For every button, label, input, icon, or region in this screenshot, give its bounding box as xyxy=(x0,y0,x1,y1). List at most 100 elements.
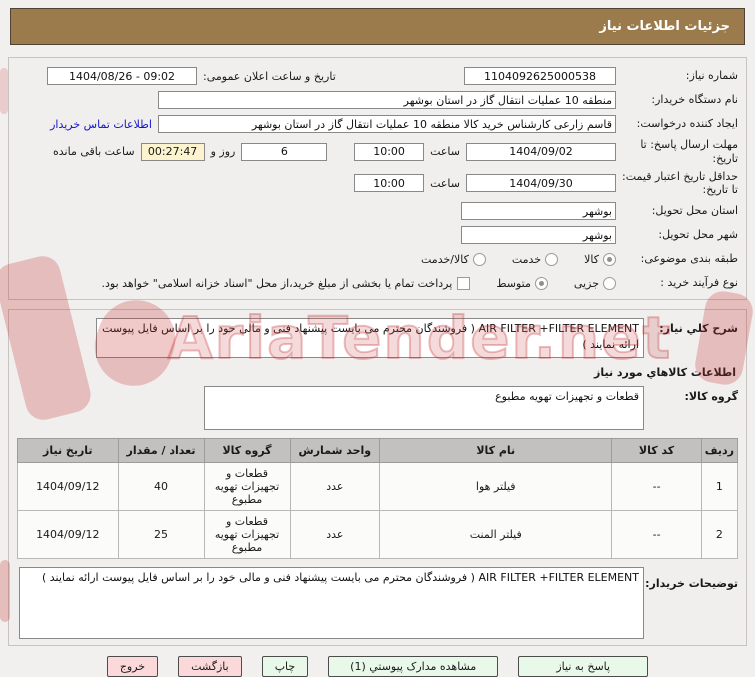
creator-label: ایجاد کننده درخواست: xyxy=(636,117,738,131)
validity-hour-label: ساعت xyxy=(430,176,460,190)
price-validity-row: حداقل تاریخ اعتبار قیمت: تا تاریخ: ساعت xyxy=(17,170,738,198)
days-remaining-input[interactable] xyxy=(241,142,328,161)
radio-goods-selected-icon[interactable] xyxy=(603,252,616,266)
goods-table: ردیف کد کالا نام کالا واحد شمارش گروه کا… xyxy=(17,438,739,559)
buyer-org-input[interactable] xyxy=(158,91,616,109)
buyer-org-label: نام دستگاه خریدار: xyxy=(651,93,738,107)
need-info-panel: شماره نیاز: تاریخ و ساعت اعلان عمومی: نا… xyxy=(8,57,747,300)
view-attached-docs-button[interactable]: مشاهده مدارک پیوستي (1) xyxy=(328,656,499,677)
buyer-notes-label: توضیحات خریدار: xyxy=(645,577,738,590)
radio-medium-selected-icon[interactable] xyxy=(534,276,548,290)
province-label: استان محل تحویل: xyxy=(651,204,738,218)
radio-service-icon[interactable] xyxy=(545,252,559,266)
need-number-row: شماره نیاز: تاریخ و ساعت اعلان عمومی: xyxy=(17,66,738,86)
respond-to-need-button[interactable]: پاسخ به نیاز xyxy=(518,656,649,677)
col-item-group: گروه کالا xyxy=(203,438,291,463)
validity-label: حداقل تاریخ اعتبار قیمت: تا تاریخ: xyxy=(622,169,738,197)
col-item-name: نام کالا xyxy=(379,438,613,463)
buyer-contact-link[interactable]: اطلاعات تماس خریدار xyxy=(50,117,152,131)
print-button[interactable]: چاپ xyxy=(261,656,309,677)
table-row[interactable]: 1 -- فیلتر هوا عدد قطعات و تجهیزات تهویه… xyxy=(17,462,739,511)
radio-goods-service-icon[interactable] xyxy=(472,252,486,266)
treasury-checkbox-option[interactable]: پرداخت تمام یا بخشی از مبلغ خرید،از محل … xyxy=(101,276,471,290)
col-unit: واحد شمارش xyxy=(289,438,381,463)
buyer-notes-textarea[interactable]: AIR FILTER +FILTER ELEMENT ( فروشندگان م… xyxy=(19,567,644,639)
process-option-minor-label: جزیی xyxy=(573,276,599,290)
province-row: استان محل تحویل: xyxy=(17,201,738,221)
buyer-org-row: نام دستگاه خریدار: xyxy=(17,90,738,110)
cell-unit: عدد xyxy=(289,510,381,559)
cell-item-group: قطعات و تجهیزات تهویه مطبوع xyxy=(203,462,291,511)
cell-item-group: قطعات و تجهیزات تهویه مطبوع xyxy=(203,510,291,559)
class-option-goods-label: کالا xyxy=(584,252,599,266)
goods-group-label: گروه کالا: xyxy=(684,390,738,403)
process-option-medium[interactable]: متوسط xyxy=(496,276,548,290)
page-title-bar: جزئیات اطلاعات نیاز xyxy=(10,8,745,45)
goods-table-header-row: ردیف کد کالا نام کالا واحد شمارش گروه کا… xyxy=(17,438,739,463)
class-option-goods[interactable]: کالا xyxy=(584,252,616,266)
creator-input[interactable] xyxy=(158,115,616,133)
cell-row-number: 1 xyxy=(700,462,739,511)
deadline-hour-label: ساعت xyxy=(430,145,460,159)
announce-datetime-input[interactable] xyxy=(47,67,197,85)
cell-quantity: 40 xyxy=(117,462,205,511)
need-number-input[interactable] xyxy=(464,67,616,85)
deadline-date-input[interactable] xyxy=(466,142,616,161)
cell-item-name: فیلتر هوا xyxy=(379,462,613,511)
goods-info-heading: اطلاعات کالاهاي مورد نیاز xyxy=(594,366,736,379)
province-input[interactable] xyxy=(461,202,616,220)
table-row[interactable]: 2 -- فیلتر المنت عدد قطعات و تجهیزات تهو… xyxy=(17,510,739,559)
class-option-service[interactable]: خدمت xyxy=(511,252,559,266)
col-item-code: کد کالا xyxy=(611,438,702,463)
cell-item-name: فیلتر المنت xyxy=(379,510,613,559)
action-buttons-row: پاسخ به نیاز مشاهده مدارک پیوستي (1) چاپ… xyxy=(0,656,755,677)
need-desc-row: شرح کلي نیاز: AIR FILTER +FILTER ELEMENT… xyxy=(17,318,738,358)
cell-row-number: 2 xyxy=(700,510,739,559)
buyer-notes-row: توضیحات خریدار: AIR FILTER +FILTER ELEME… xyxy=(17,567,738,639)
need-desc-textarea[interactable]: AIR FILTER +FILTER ELEMENT ( فروشندگان م… xyxy=(96,318,644,358)
city-input[interactable] xyxy=(461,226,616,244)
process-type-label: نوع فرآیند خرید : xyxy=(660,276,738,290)
treasury-checkbox-icon[interactable] xyxy=(457,276,471,290)
countdown-group: روز و 00:27:47 ساعت باقی مانده xyxy=(47,142,328,161)
remaining-label: ساعت باقی مانده xyxy=(53,145,135,159)
deadline-time-input[interactable] xyxy=(354,142,425,161)
days-label: روز و xyxy=(210,145,236,159)
process-option-minor[interactable]: جزیی xyxy=(573,276,616,290)
cell-need-date: 1404/09/12 xyxy=(17,462,119,511)
class-option-service-label: خدمت xyxy=(511,252,542,266)
countdown-timer: 00:27:47 xyxy=(140,142,205,161)
back-button[interactable]: بازگشت xyxy=(178,656,242,677)
page-title: جزئیات اطلاعات نیاز xyxy=(599,19,730,34)
cell-need-date: 1404/09/12 xyxy=(17,510,119,559)
radio-minor-icon[interactable] xyxy=(603,276,616,290)
class-option-goods-service[interactable]: کالا/خدمت xyxy=(421,252,486,266)
goods-group-row: گروه کالا: قطعات و تجهیزات تهویه مطبوع xyxy=(17,386,738,430)
deadline-label: مهلت ارسال پاسخ: تا تاریخ: xyxy=(640,138,738,165)
col-quantity: تعداد / مقدار xyxy=(117,438,205,463)
col-need-date: تاریخ نیاز xyxy=(17,438,119,463)
announce-group: تاریخ و ساعت اعلان عمومی: xyxy=(47,67,342,85)
need-desc-label: شرح کلي نیاز: xyxy=(659,322,738,335)
validity-time-input[interactable] xyxy=(354,174,425,193)
cell-quantity: 25 xyxy=(117,510,205,559)
cell-item-code: -- xyxy=(611,462,702,511)
city-label: شهر محل تحویل: xyxy=(658,228,738,242)
validity-date-input[interactable] xyxy=(466,174,616,193)
process-option-medium-label: متوسط xyxy=(496,276,531,290)
classification-row: طبقه بندی موضوعی: کالا خدمت کالا/خدمت xyxy=(17,249,738,269)
deadline-row: مهلت ارسال پاسخ: تا تاریخ: ساعت روز و 00… xyxy=(17,138,738,166)
col-row-number: ردیف xyxy=(700,438,739,463)
announce-label: تاریخ و ساعت اعلان عمومی: xyxy=(203,69,336,83)
creator-row: ایجاد کننده درخواست: اطلاعات تماس خریدار xyxy=(17,114,738,134)
cell-unit: عدد xyxy=(289,462,381,511)
classification-label: طبقه بندی موضوعی: xyxy=(640,252,738,266)
goods-group-textarea[interactable]: قطعات و تجهیزات تهویه مطبوع xyxy=(204,386,644,430)
cell-item-code: -- xyxy=(611,510,702,559)
watermark-edge-mark xyxy=(0,68,8,114)
city-row: شهر محل تحویل: xyxy=(17,225,738,245)
treasury-checkbox-label: پرداخت تمام یا بخشی از مبلغ خرید،از محل … xyxy=(101,276,453,290)
exit-button[interactable]: خروج xyxy=(106,656,159,677)
need-details-panel: شرح کلي نیاز: AIR FILTER +FILTER ELEMENT… xyxy=(8,309,747,646)
need-number-label: شماره نیاز: xyxy=(685,69,738,83)
